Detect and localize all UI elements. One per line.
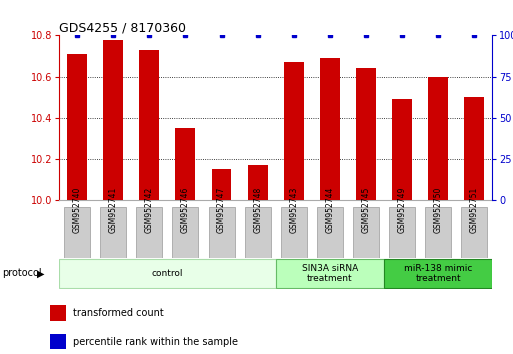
- Bar: [356, 68, 376, 200]
- Bar: [284, 62, 304, 200]
- Text: transformed count: transformed count: [73, 308, 164, 318]
- Bar: [428, 76, 448, 200]
- Text: percentile rank within the sample: percentile rank within the sample: [73, 337, 238, 347]
- Text: GSM952742: GSM952742: [145, 187, 154, 233]
- Text: SIN3A siRNA
treatment: SIN3A siRNA treatment: [302, 264, 358, 283]
- FancyBboxPatch shape: [136, 207, 162, 258]
- FancyBboxPatch shape: [64, 207, 90, 258]
- Bar: [175, 128, 195, 200]
- FancyBboxPatch shape: [384, 259, 492, 287]
- FancyBboxPatch shape: [353, 207, 379, 258]
- Bar: [464, 97, 484, 200]
- Text: GSM952745: GSM952745: [362, 186, 370, 233]
- Bar: [50, 333, 66, 349]
- Text: GDS4255 / 8170360: GDS4255 / 8170360: [59, 21, 186, 34]
- FancyBboxPatch shape: [317, 207, 343, 258]
- Bar: [248, 165, 268, 200]
- Bar: [140, 50, 159, 200]
- FancyBboxPatch shape: [281, 207, 307, 258]
- Text: protocol: protocol: [3, 268, 42, 278]
- Bar: [103, 40, 123, 200]
- Text: GSM952748: GSM952748: [253, 187, 262, 233]
- FancyBboxPatch shape: [461, 207, 487, 258]
- FancyBboxPatch shape: [275, 259, 384, 287]
- Text: control: control: [152, 269, 183, 278]
- Text: GSM952750: GSM952750: [434, 186, 443, 233]
- FancyBboxPatch shape: [389, 207, 415, 258]
- Text: miR-138 mimic
treatment: miR-138 mimic treatment: [404, 264, 472, 283]
- Bar: [320, 58, 340, 200]
- Text: GSM952740: GSM952740: [72, 186, 82, 233]
- Text: GSM952749: GSM952749: [398, 186, 407, 233]
- FancyBboxPatch shape: [209, 207, 234, 258]
- Bar: [212, 169, 231, 200]
- Text: GSM952743: GSM952743: [289, 186, 298, 233]
- Text: GSM952751: GSM952751: [470, 187, 479, 233]
- Text: GSM952746: GSM952746: [181, 186, 190, 233]
- Bar: [392, 99, 412, 200]
- Text: GSM952747: GSM952747: [217, 186, 226, 233]
- Text: ▶: ▶: [37, 268, 45, 278]
- Text: GSM952744: GSM952744: [325, 186, 334, 233]
- FancyBboxPatch shape: [100, 207, 126, 258]
- FancyBboxPatch shape: [172, 207, 199, 258]
- Text: GSM952741: GSM952741: [109, 187, 117, 233]
- FancyBboxPatch shape: [425, 207, 451, 258]
- FancyBboxPatch shape: [245, 207, 271, 258]
- Bar: [67, 54, 87, 200]
- FancyBboxPatch shape: [59, 259, 275, 287]
- Bar: [50, 305, 66, 321]
